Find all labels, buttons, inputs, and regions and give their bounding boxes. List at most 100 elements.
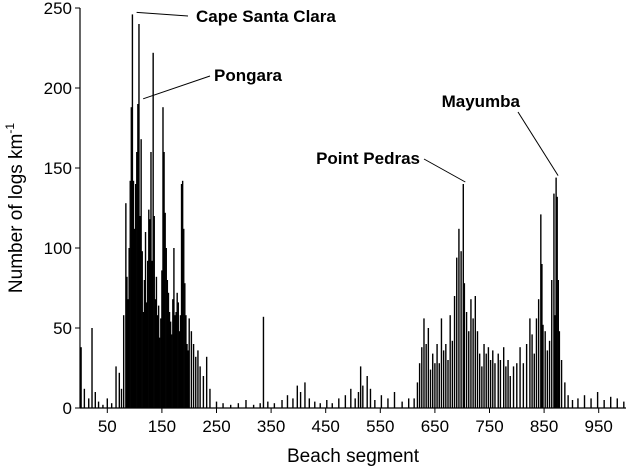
- bar: [153, 216, 155, 408]
- bar: [362, 385, 364, 408]
- bar: [434, 363, 436, 408]
- bar: [442, 350, 445, 408]
- bar: [462, 184, 464, 408]
- bar: [418, 363, 421, 408]
- bar: [215, 401, 218, 408]
- bar: [167, 292, 170, 408]
- bar: [141, 251, 143, 408]
- x-tick-label: 250: [202, 417, 230, 436]
- bar: [544, 331, 546, 408]
- bar: [531, 334, 533, 408]
- bar: [142, 312, 145, 408]
- bar: [176, 292, 178, 408]
- bar: [222, 403, 224, 408]
- bar: [603, 400, 605, 408]
- bar: [143, 280, 146, 408]
- bar: [154, 299, 157, 408]
- bar: [456, 257, 458, 408]
- bar: [571, 400, 574, 408]
- bar: [445, 344, 447, 408]
- bar: [497, 353, 499, 408]
- bar: [183, 228, 185, 408]
- y-tick-label: 200: [44, 79, 72, 98]
- x-axis-title: Beach segment: [287, 446, 420, 467]
- bar: [128, 248, 130, 408]
- x-tick-label: 750: [475, 417, 503, 436]
- bar: [438, 363, 440, 408]
- bar: [178, 331, 181, 408]
- x-tick-label: 650: [421, 417, 449, 436]
- annotation-label: Point Pedras: [316, 149, 420, 168]
- bar: [319, 403, 321, 408]
- bar: [122, 315, 125, 408]
- bar: [401, 401, 403, 408]
- bar: [149, 219, 151, 408]
- x-tick-label: 350: [257, 417, 285, 436]
- bar: [489, 360, 492, 408]
- bar: [413, 398, 415, 408]
- bar: [91, 328, 93, 408]
- bar: [440, 318, 443, 408]
- bar: [487, 347, 490, 408]
- bar: [144, 232, 147, 408]
- bar: [205, 356, 208, 408]
- bar: [131, 14, 134, 409]
- bar: [369, 388, 372, 408]
- bar: [186, 344, 188, 408]
- bar: [304, 382, 306, 408]
- bar: [180, 184, 183, 408]
- bar: [502, 347, 505, 408]
- bar: [145, 302, 148, 408]
- bar: [80, 347, 82, 408]
- bar: [130, 107, 133, 408]
- bar: [610, 396, 612, 408]
- bar: [449, 315, 451, 408]
- bar: [120, 388, 123, 408]
- bar: [174, 315, 176, 408]
- bar: [533, 353, 535, 408]
- bar: [483, 344, 485, 408]
- annotation-label: Mayumba: [442, 92, 521, 111]
- annotation-leader-line: [136, 11, 189, 17]
- bar: [314, 401, 316, 408]
- bar: [181, 180, 184, 408]
- bar: [102, 404, 104, 408]
- bar: [494, 363, 496, 408]
- bar: [350, 388, 352, 408]
- bar: [583, 395, 586, 408]
- y-tick-label: 100: [44, 239, 72, 258]
- bar: [202, 376, 205, 408]
- x-tick-label: 850: [530, 417, 558, 436]
- bar: [281, 400, 283, 408]
- bar: [127, 299, 129, 408]
- bar: [468, 331, 470, 408]
- bar: [262, 316, 265, 408]
- bar: [577, 398, 579, 408]
- bar: [155, 276, 158, 408]
- bar: [134, 184, 137, 408]
- bar: [106, 398, 108, 408]
- bar: [83, 388, 86, 408]
- bar: [507, 360, 509, 408]
- bar: [252, 404, 255, 408]
- y-axis-title: Number of logs km-1: [3, 123, 27, 293]
- bar: [259, 403, 261, 408]
- bar: [197, 350, 199, 408]
- bar: [474, 296, 477, 408]
- bar: [564, 382, 566, 408]
- bar: [546, 350, 549, 408]
- bar: [136, 152, 138, 408]
- bar: [344, 395, 347, 408]
- bar: [529, 318, 531, 408]
- bar: [553, 193, 555, 408]
- bar: [519, 347, 521, 408]
- y-tick-label: 150: [44, 159, 72, 178]
- annotation-leader-line: [517, 111, 559, 176]
- bar: [509, 376, 511, 408]
- bar: [416, 382, 419, 408]
- bar: [308, 398, 311, 408]
- bar: [535, 318, 538, 408]
- bar: [166, 280, 169, 408]
- bar: [548, 340, 551, 408]
- bar: [147, 260, 149, 408]
